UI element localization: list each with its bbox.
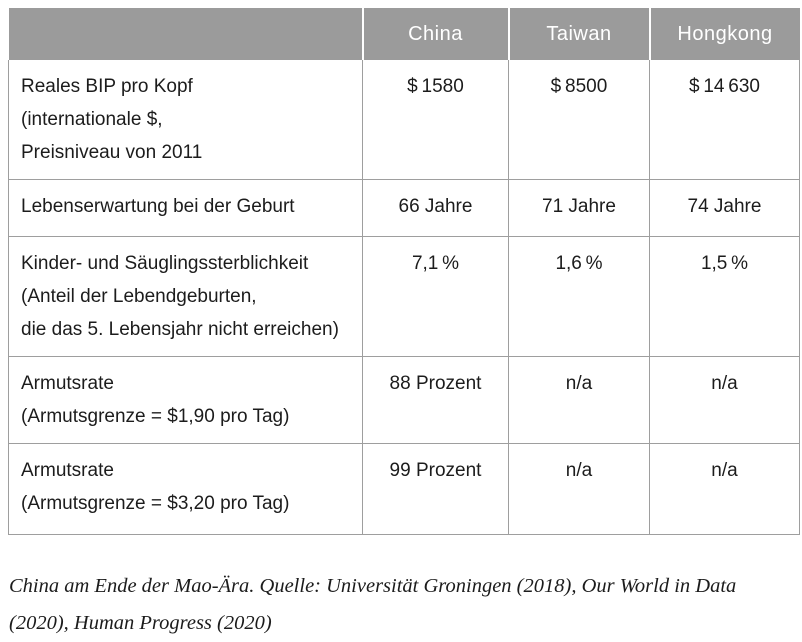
cell-value: $ 8500	[508, 60, 650, 180]
row-label-line: Preisniveau von 2011	[21, 142, 203, 163]
cell-value: $ 14 630	[649, 60, 800, 180]
row-label-line: Kinder- und Säuglingssterblichkeit	[21, 253, 309, 274]
row-label-line: Lebenserwartung bei der Geburt	[21, 196, 295, 217]
figure: China Taiwan Hongkong Reales BIP pro Kopf (…	[8, 8, 800, 642]
table-header-row: China Taiwan Hongkong	[8, 8, 800, 60]
row-label-line: Armutsrate	[21, 460, 114, 481]
column-header-hongkong: Hongkong	[648, 8, 800, 60]
table-row-4: Armutsrate (Armutsgrenze = $3,20 pro Tag)…	[8, 443, 800, 535]
cell-value: 99 Prozent	[362, 443, 509, 535]
table-row-2: Kinder- und Säuglingssterblichkeit (Antei…	[8, 236, 800, 357]
row-label-line: (Anteil der Lebendgeburten,	[21, 286, 257, 307]
cell-value: n/a	[649, 356, 800, 444]
data-table: China Taiwan Hongkong Reales BIP pro Kopf (…	[8, 8, 800, 535]
table-row-3: Armutsrate (Armutsgrenze = $1,90 pro Tag)…	[8, 356, 800, 444]
cell-value: n/a	[649, 443, 800, 535]
row-label: Reales BIP pro Kopf (internationale $, Pre…	[8, 60, 363, 180]
cell-value: 88 Prozent	[362, 356, 509, 444]
row-label: Armutsrate (Armutsgrenze = $1,90 pro Tag)	[8, 356, 363, 444]
figure-caption: China am Ende der Mao-Ära. Quelle: Unive…	[9, 575, 737, 634]
cell-value: n/a	[508, 356, 650, 444]
cell-value: $ 1580	[362, 60, 509, 180]
cell-value: 66 Jahre	[362, 179, 509, 237]
row-label: Kinder- und Säuglingssterblichkeit (Antei…	[8, 236, 363, 357]
cell-value: 74 Jahre	[649, 179, 800, 237]
row-label: Armutsrate (Armutsgrenze = $3,20 pro Tag)	[8, 443, 363, 535]
cell-value: 71 Jahre	[508, 179, 650, 237]
column-header-taiwan: Taiwan	[507, 8, 650, 60]
row-label-line: Reales BIP pro Kopf	[21, 76, 193, 97]
corner-header-cell	[8, 8, 363, 60]
table-row-1: Lebenserwartung bei der Geburt 66 Jahre 71…	[8, 179, 800, 237]
row-label: Lebenserwartung bei der Geburt	[8, 179, 363, 237]
cell-value: 1,6 %	[508, 236, 650, 357]
cell-value: n/a	[508, 443, 650, 535]
row-label-line: (internationale $,	[21, 109, 163, 130]
row-label-line: (Armutsgrenze = $1,90 pro Tag)	[21, 406, 290, 427]
table-row-0: Reales BIP pro Kopf (internationale $, Pre…	[8, 60, 800, 180]
row-label-line: (Armutsgrenze = $3,20 pro Tag)	[21, 493, 290, 514]
cell-value: 1,5 %	[649, 236, 800, 357]
cell-value: 7,1 %	[362, 236, 509, 357]
column-header-china: China	[361, 8, 509, 60]
row-label-line: die das 5. Lebensjahr nicht erreichen)	[21, 319, 339, 340]
row-label-line: Armutsrate	[21, 373, 114, 394]
